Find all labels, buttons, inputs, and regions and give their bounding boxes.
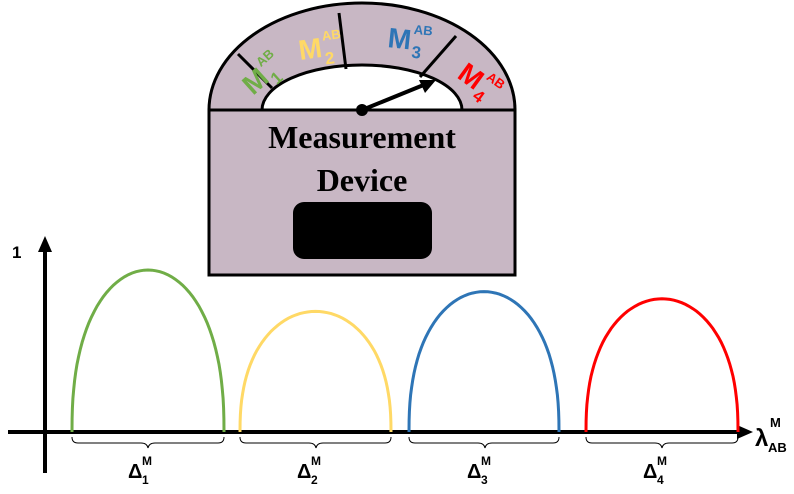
interval-label-1-base: Δ: [128, 461, 142, 483]
interval-label-1-sub: 1: [142, 473, 149, 487]
curve-4: [584, 297, 740, 433]
device-screen: [293, 202, 432, 259]
segment-label-2-base: M: [297, 32, 324, 66]
curve-2: [238, 309, 393, 433]
dial-divider-3: [418, 35, 458, 78]
device-title-line1: Measurement: [268, 119, 456, 155]
plot: 1 λ M AB Δ M 1 Δ M 2 Δ M 3 Δ: [8, 236, 787, 487]
y-tick-label: 1: [12, 243, 21, 262]
interval-label-4-base: Δ: [643, 461, 657, 483]
interval-label-4-sub: 4: [657, 473, 664, 487]
segment-label-3-base: M: [386, 22, 412, 55]
device-title-line2: Device: [317, 162, 408, 198]
interval-brace-4: [585, 436, 739, 449]
interval-label-3-sub: 3: [481, 473, 488, 487]
curve-1: [70, 268, 226, 433]
needle-pivot: [356, 104, 368, 116]
interval-label-2: Δ M 2: [297, 454, 321, 487]
segment-label-3: M 3 AB: [386, 22, 433, 63]
segment-label-2-sup: AB: [321, 26, 342, 43]
interval-label-3-base: Δ: [467, 461, 481, 483]
needle: [361, 82, 427, 112]
interval-label-2-base: Δ: [297, 461, 311, 483]
interval-label-2-sup: M: [311, 454, 321, 468]
curve-3: [407, 290, 561, 433]
dial-divider-1: [236, 52, 274, 90]
dial-window: [260, 63, 464, 112]
interval-label-4: Δ M 4: [643, 454, 667, 487]
dial-divider-2: [337, 12, 348, 70]
measurement-device: Measurement Device M 1 AB M 2 AB M 3 AB …: [207, 1, 517, 277]
interval-label-3: Δ M 3: [467, 454, 491, 487]
segment-label-3-sub: 3: [411, 43, 422, 63]
interval-label-4-sup: M: [657, 454, 667, 468]
needle-tip-icon: [419, 80, 436, 93]
y-axis-arrow-icon: [38, 236, 52, 252]
segment-label-2-sub: 2: [324, 48, 336, 68]
interval-label-2-sub: 2: [311, 473, 318, 487]
segment-label-2: M 2 AB: [297, 26, 342, 68]
x-axis-arrow-icon: [737, 425, 753, 439]
interval-label-3-sup: M: [481, 454, 491, 468]
interval-label-1-sup: M: [142, 454, 152, 468]
interval-brace-1: [71, 436, 225, 449]
segment-label-3-sup: AB: [413, 22, 433, 39]
x-axis-label-sub: AB: [768, 440, 787, 455]
x-axis-label-base: λ: [755, 425, 768, 452]
interval-brace-2: [239, 436, 392, 449]
interval-label-1: Δ M 1: [128, 454, 152, 487]
interval-brace-3: [408, 436, 560, 449]
x-axis-label-sup: M: [770, 415, 781, 430]
